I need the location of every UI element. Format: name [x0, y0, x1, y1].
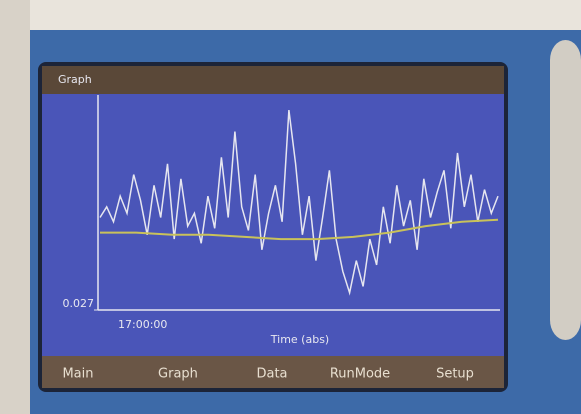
screen-title: Graph	[58, 73, 92, 86]
x-axis-title: Time (abs)	[270, 333, 329, 346]
x-start-label: 17:00:00	[118, 318, 167, 331]
photo: Graph 17:00:00 Time (abs) Main Graph Data R…	[0, 0, 581, 414]
tab[interactable]: Data	[256, 367, 287, 382]
background	[550, 40, 581, 340]
tab[interactable]: Main	[62, 367, 93, 382]
tab[interactable]: RunMode	[330, 367, 390, 382]
title-bar	[42, 66, 504, 94]
y-tick-label: 0.027	[63, 297, 95, 310]
tab[interactable]: Graph	[158, 367, 198, 382]
tab[interactable]: Setup	[436, 367, 474, 382]
background	[0, 0, 581, 30]
background	[0, 0, 30, 414]
